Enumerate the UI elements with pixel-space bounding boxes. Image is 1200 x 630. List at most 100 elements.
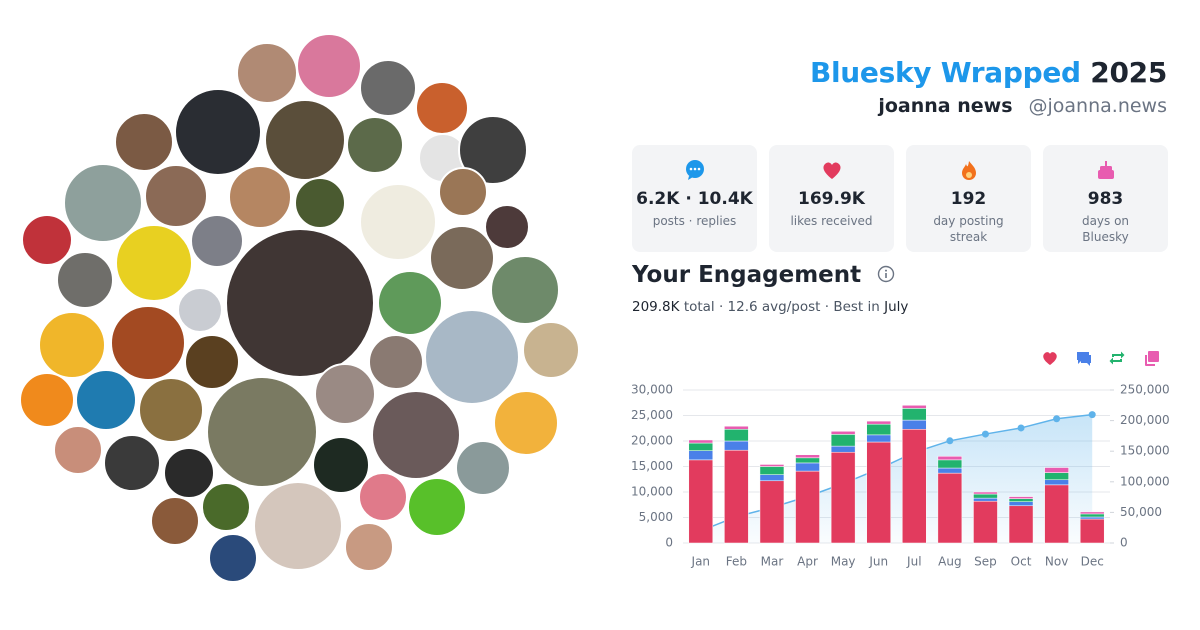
- avatar: [19, 372, 75, 428]
- x-tick-label: Nov: [1045, 555, 1068, 569]
- x-tick-label: Dec: [1081, 555, 1104, 569]
- handle: @joanna.news: [1028, 95, 1167, 117]
- legend-icon[interactable]: [1077, 352, 1091, 366]
- avatar: [358, 472, 408, 522]
- avatar-cloud: [19, 33, 580, 583]
- avatar: [138, 377, 204, 443]
- legend: [1043, 351, 1159, 366]
- bar-segment: [688, 439, 714, 444]
- point: [981, 430, 989, 438]
- y2-tick-label: 200,000: [1120, 413, 1170, 427]
- stat-label: days on Bluesky: [1081, 214, 1130, 244]
- avatar: [429, 225, 495, 291]
- bar-segment: [1044, 472, 1069, 481]
- avatar: [296, 33, 362, 99]
- avatar: [407, 477, 467, 537]
- bar-segment: [759, 466, 785, 475]
- bar-segment: [866, 434, 891, 443]
- bar-segment: [724, 440, 749, 451]
- x-tick-label: Aug: [938, 555, 961, 569]
- bar-segment: [724, 429, 749, 442]
- y2-tick-label: 150,000: [1120, 444, 1170, 458]
- avatar: [103, 434, 161, 492]
- y-tick-label: 15,000: [631, 459, 673, 473]
- bar-segment: [937, 472, 963, 544]
- y2-tick-label: 100,000: [1120, 474, 1170, 488]
- summary-total: 209.8K: [632, 299, 680, 315]
- avatar: [228, 165, 292, 229]
- summary-best: July: [884, 299, 909, 315]
- x-tick-label: May: [831, 555, 856, 569]
- year: 2025: [1090, 56, 1167, 89]
- bar-segment: [724, 425, 749, 430]
- stat-card: 169.9K likes received: [769, 145, 894, 252]
- avatar: [458, 115, 528, 185]
- info-icon[interactable]: [877, 265, 895, 283]
- bar-segment: [795, 462, 820, 472]
- bar-segment: [866, 441, 891, 544]
- legend-icon[interactable]: [1043, 352, 1057, 365]
- section-title: Your Engagement: [632, 262, 895, 288]
- legend-icon[interactable]: [1109, 351, 1125, 365]
- bar-segment: [1008, 501, 1034, 507]
- y2-tick-label: 250,000: [1120, 383, 1170, 397]
- avatar: [38, 311, 106, 379]
- avatar: [455, 440, 511, 496]
- point: [1088, 411, 1096, 419]
- bar-segment: [902, 408, 927, 421]
- legend-icon[interactable]: [1145, 351, 1159, 366]
- y-tick-label: 10,000: [631, 485, 673, 499]
- stat-value: 6.2K · 10.4K: [636, 189, 753, 209]
- avatar: [368, 334, 424, 390]
- avatar: [490, 255, 560, 325]
- profile: joanna news @joanna.news: [810, 95, 1167, 117]
- point: [1053, 415, 1061, 423]
- bar-segment: [688, 450, 714, 461]
- bar-segment: [795, 454, 820, 459]
- bar-segment: [1079, 513, 1105, 518]
- avatar: [424, 309, 520, 405]
- icon: [1097, 161, 1114, 179]
- avatar: [225, 228, 375, 378]
- avatar: [144, 164, 208, 228]
- bar-segment: [688, 442, 714, 451]
- avatar: [359, 59, 417, 117]
- avatar: [174, 88, 262, 176]
- icon: [685, 160, 704, 180]
- bar-segment: [1008, 496, 1034, 499]
- bar-segment: [1079, 516, 1105, 520]
- avatar: [190, 214, 244, 268]
- bar-segment: [866, 423, 891, 436]
- bar-segment: [688, 459, 714, 544]
- header: Bluesky Wrapped 2025 joanna news @joanna.…: [810, 56, 1167, 117]
- bar-segment: [1044, 479, 1069, 486]
- avatar: [114, 112, 174, 172]
- point: [946, 437, 954, 445]
- bar-segment: [759, 474, 785, 482]
- avatar: [21, 214, 73, 266]
- point: [1017, 424, 1025, 432]
- bar-segment: [1079, 511, 1105, 515]
- stat-card: 983 days on Bluesky: [1043, 145, 1168, 252]
- avatar: [184, 334, 240, 390]
- bar-segment: [937, 467, 963, 474]
- wrapped-title: Bluesky Wrapped 2025: [810, 56, 1167, 89]
- avatar: [206, 376, 318, 488]
- bar-segment: [973, 497, 998, 502]
- stat-card: 192 day posting streak: [906, 145, 1031, 252]
- summary-text: total · 12.6 avg/post · Best in: [683, 299, 880, 315]
- avatar: [75, 369, 137, 431]
- avatar: [53, 425, 103, 475]
- bar-segment: [973, 491, 998, 495]
- y-tick-label: 0: [665, 536, 673, 550]
- avatar: [63, 163, 143, 243]
- bar-segment: [830, 431, 856, 435]
- stat-card: 6.2K · 10.4K posts · replies: [632, 145, 757, 252]
- avatar: [484, 204, 530, 250]
- icon: [961, 161, 976, 180]
- avatar: [208, 533, 258, 583]
- avatar: [314, 363, 376, 425]
- chart-title: Your Engagement: [632, 262, 862, 288]
- engagement-chart: 0 5,000 10,000 15,000 20,000 25,000 30,000 0 50,…: [631, 351, 1170, 569]
